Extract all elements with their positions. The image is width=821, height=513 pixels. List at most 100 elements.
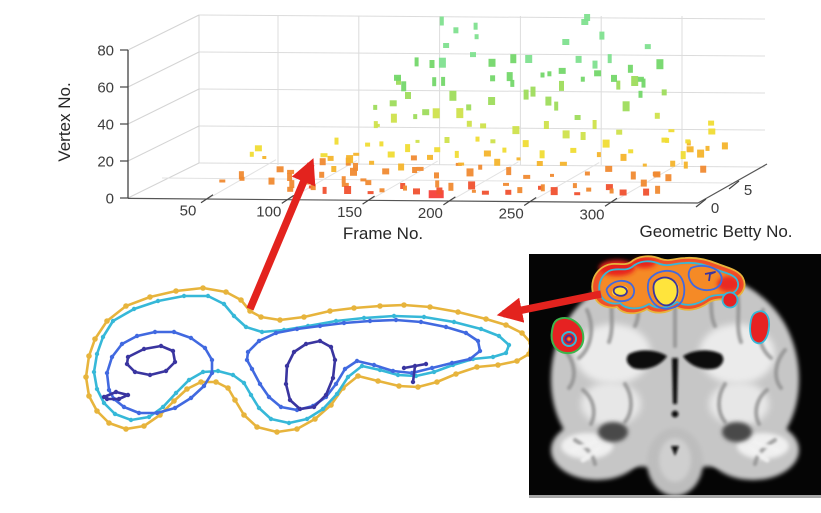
contour-vertex-marker xyxy=(213,379,219,385)
scatter-point xyxy=(382,168,390,175)
contour-vertex-marker xyxy=(451,319,457,325)
scatter-point xyxy=(502,147,507,153)
contour-vertex-marker xyxy=(396,383,402,389)
scatter-point xyxy=(543,121,549,129)
activation-cluster-left xyxy=(550,316,585,355)
scatter-point xyxy=(653,171,661,178)
contour-vertex-marker xyxy=(443,324,449,330)
scatter-point xyxy=(540,184,545,192)
scatter-point xyxy=(341,182,349,187)
scatter-point xyxy=(444,137,450,143)
scatter-point xyxy=(353,162,358,171)
scatter-point xyxy=(655,185,661,194)
grid-line xyxy=(161,177,733,184)
contour-vertex-marker xyxy=(200,285,206,291)
contour-vertex-marker xyxy=(112,411,118,417)
contour-vertex-marker xyxy=(287,397,293,403)
contour-vertex-marker xyxy=(317,323,323,329)
scatter-point xyxy=(540,72,545,78)
contour-vertex-marker xyxy=(423,361,429,367)
x-tick-mark xyxy=(200,194,214,204)
scatter-point xyxy=(539,150,545,159)
scatter-point xyxy=(350,167,357,176)
scatter-point xyxy=(627,64,633,73)
scatter-point xyxy=(475,136,480,142)
y-axis-line xyxy=(697,163,768,204)
scatter-point xyxy=(413,114,418,120)
contour-vertex-marker xyxy=(173,288,179,294)
grid-line xyxy=(127,14,200,51)
scatter-point xyxy=(641,78,646,88)
x-tick-label: 250 xyxy=(499,206,524,223)
contour-level-2 xyxy=(92,294,511,425)
contour-vertex-marker xyxy=(395,372,401,378)
scatter-point xyxy=(574,192,581,196)
contour-vertex-marker xyxy=(141,423,147,429)
contour-vertex-marker xyxy=(278,404,284,410)
scatter-point xyxy=(685,139,691,144)
scatter-point xyxy=(410,155,417,161)
scatter-point xyxy=(697,149,705,158)
scatter-point xyxy=(405,92,411,99)
scatter-point xyxy=(572,183,577,189)
scatter-point xyxy=(268,177,275,185)
scatter-point xyxy=(637,76,644,82)
scatter-point xyxy=(276,166,284,173)
scatter-point xyxy=(708,120,715,126)
contour-vertex-marker xyxy=(266,394,272,400)
scatter-point xyxy=(638,90,643,98)
contour-vertex-marker xyxy=(147,372,153,378)
scatter-point xyxy=(665,174,672,182)
scatter-point xyxy=(429,60,435,68)
contour-vertex-marker xyxy=(412,363,418,369)
contour-vertex-marker xyxy=(268,416,274,422)
scatter-point xyxy=(592,120,597,129)
contour-vertex-marker xyxy=(163,368,169,374)
contour-vertex-marker xyxy=(171,329,177,335)
contour-vertex-marker xyxy=(160,404,166,410)
scatter-point xyxy=(389,100,397,107)
scatter-point xyxy=(254,145,262,152)
scatter-point xyxy=(401,81,407,92)
scatter-point xyxy=(346,155,354,164)
scatter-point xyxy=(400,183,406,189)
scatter-point xyxy=(373,121,378,129)
scatter-point xyxy=(609,188,614,194)
contour-vertex-marker xyxy=(244,357,250,363)
x-tick-label: 200 xyxy=(418,205,443,222)
contour-vertex-marker xyxy=(514,358,520,364)
scatter-point xyxy=(668,129,675,133)
contour-vertex-marker xyxy=(124,361,130,367)
grid-line xyxy=(369,160,438,201)
contour-vertex-marker xyxy=(355,373,361,379)
contour-vertex-marker xyxy=(141,346,147,352)
scatter-point xyxy=(405,144,411,153)
scatter-point xyxy=(369,160,375,165)
scatter-point xyxy=(517,187,523,194)
contour-vertex-marker xyxy=(152,329,158,335)
contour-vertex-marker xyxy=(294,426,300,432)
contour-vertex-marker xyxy=(225,385,231,391)
scatter-point xyxy=(506,167,512,176)
contour-vertex-marker xyxy=(134,333,140,339)
scatter-point xyxy=(619,189,627,196)
contour-vertex-marker xyxy=(132,369,138,375)
scatter-point xyxy=(331,166,337,172)
contour-vertex-marker xyxy=(215,368,221,374)
grid-line xyxy=(198,51,766,57)
scatter-point xyxy=(545,96,552,106)
contour-vertex-marker xyxy=(201,383,207,389)
scatter-point xyxy=(412,167,418,173)
x-tick-mark xyxy=(604,197,618,207)
scatter-point xyxy=(628,149,634,154)
z-tick-label: 20 xyxy=(97,154,114,171)
contour-vertex-marker xyxy=(248,392,254,398)
scatter-point xyxy=(554,101,559,111)
contour-vertex-marker xyxy=(401,302,407,308)
scatter-point xyxy=(705,145,710,151)
scatter-point xyxy=(670,160,676,167)
scatter-point xyxy=(367,191,374,195)
contour-vertex-marker xyxy=(354,358,360,364)
contour-vertex-marker xyxy=(341,320,347,326)
